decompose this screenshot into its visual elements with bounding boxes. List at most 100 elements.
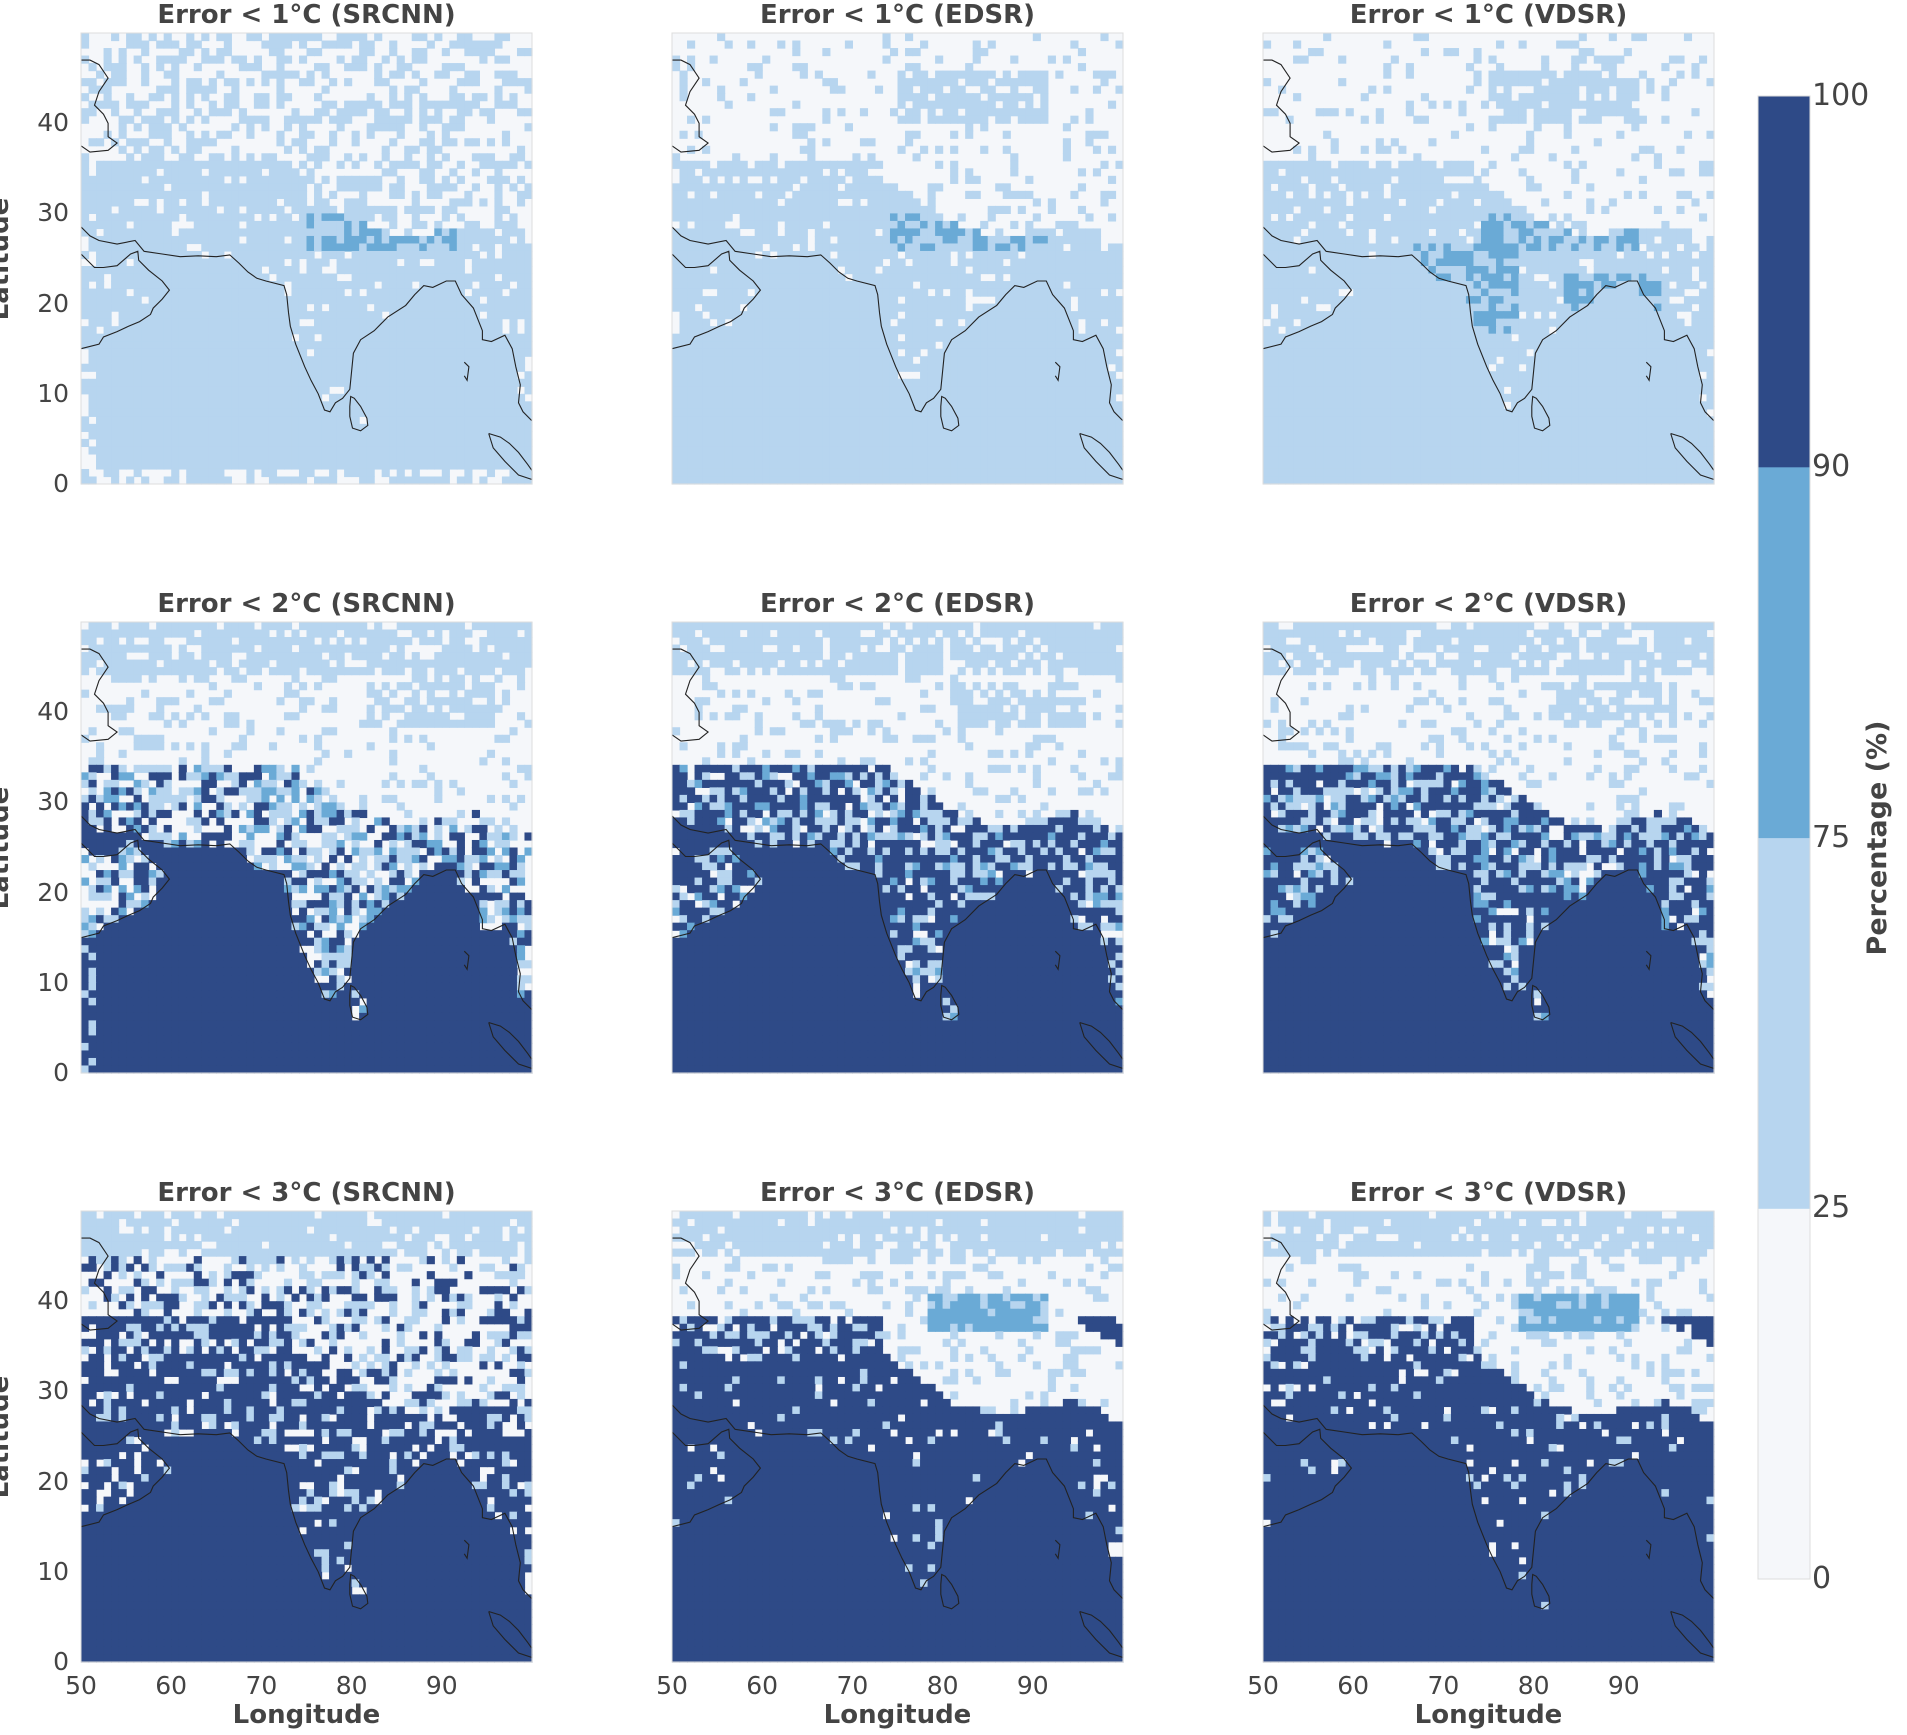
heatmap-cell: [351, 423, 360, 432]
heatmap-cell: [268, 408, 278, 417]
heatmap-cell: [717, 416, 726, 425]
heatmap-cell: [238, 55, 247, 64]
heatmap-cell: [987, 408, 996, 417]
heatmap-cell: [268, 175, 278, 184]
heatmap-cell: [374, 356, 383, 365]
heatmap-cell: [193, 476, 202, 485]
heatmap-cell: [501, 33, 511, 42]
heatmap-cell: [769, 183, 778, 192]
heatmap-cell: [291, 220, 300, 230]
heatmap-cell: [118, 48, 127, 57]
heatmap-cell: [874, 205, 884, 214]
heatmap-cell: [509, 408, 518, 417]
heatmap-cell: [156, 318, 165, 327]
heatmap-cell: [389, 296, 398, 305]
heatmap-cell: [268, 333, 278, 342]
heatmap-cell: [283, 213, 293, 222]
heatmap-cell: [171, 93, 180, 102]
heatmap-cell: [336, 160, 345, 169]
heatmap-cell: [96, 213, 105, 222]
heatmap-cell: [201, 311, 210, 320]
heatmap-cell: [223, 341, 232, 350]
heatmap-cell: [762, 416, 771, 425]
heatmap-cell: [814, 348, 823, 357]
heatmap-cell: [261, 438, 270, 448]
heatmap-cell: [957, 446, 966, 455]
heatmap-cell: [912, 48, 921, 57]
heatmap-cell: [679, 378, 688, 387]
heatmap-cell: [1077, 341, 1087, 350]
heatmap-cell: [739, 386, 748, 395]
heatmap-cell: [762, 235, 771, 245]
heatmap-cell: [246, 348, 255, 357]
heatmap-cell: [374, 318, 383, 327]
heatmap-cell: [96, 183, 105, 192]
heatmap-cell: [687, 115, 696, 124]
heatmap-cell: [694, 258, 703, 267]
heatmap-cell: [456, 333, 465, 342]
heatmap-cell: [1077, 183, 1087, 192]
heatmap-cell: [987, 348, 996, 357]
heatmap-cell: [777, 348, 786, 357]
heatmap-cell: [223, 273, 232, 282]
heatmap-cell: [261, 198, 270, 207]
heatmap-cell: [1002, 393, 1011, 402]
heatmap-cell: [920, 228, 929, 237]
heatmap-cell: [223, 348, 232, 357]
heatmap-cell: [111, 431, 120, 440]
heatmap-cell: [351, 273, 360, 282]
heatmap-cell: [441, 235, 450, 245]
heatmap-cell: [126, 423, 135, 432]
heatmap-cell: [1115, 40, 1124, 49]
heatmap-cell: [96, 311, 105, 320]
heatmap-cell: [1002, 205, 1011, 214]
heatmap-cell: [852, 438, 861, 448]
heatmap-cell: [471, 138, 480, 147]
heatmap-cell: [411, 288, 420, 297]
heatmap-cell: [1077, 356, 1087, 365]
heatmap-cell: [1092, 393, 1102, 402]
heatmap-cell: [920, 258, 929, 267]
heatmap-cell: [186, 258, 195, 267]
heatmap-cell: [216, 160, 225, 169]
heatmap-cell: [111, 386, 120, 395]
heatmap-cell: [920, 70, 929, 79]
heatmap-cell: [792, 228, 801, 237]
heatmap-cell: [329, 78, 338, 87]
heatmap-cell: [253, 160, 262, 169]
heatmap-cell: [762, 213, 771, 222]
heatmap-cell: [784, 243, 793, 252]
heatmap-cell: [216, 288, 225, 297]
heatmap-cell: [434, 333, 443, 342]
heatmap-cell: [261, 100, 270, 109]
heatmap-cell: [329, 408, 338, 417]
heatmap-cell: [867, 243, 876, 252]
heatmap-cell: [321, 461, 330, 470]
heatmap-cell: [426, 40, 435, 49]
heatmap-cell: [441, 296, 450, 305]
heatmap-cell: [724, 198, 733, 207]
heatmap-cell: [1025, 408, 1034, 417]
heatmap-cell: [1085, 416, 1094, 425]
heatmap-cell: [799, 273, 808, 282]
heatmap-cell: [103, 386, 112, 395]
heatmap-cell: [905, 130, 914, 139]
heatmap-cell: [1032, 281, 1041, 290]
heatmap-cell: [709, 416, 718, 425]
heatmap-cell: [216, 183, 225, 192]
heatmap-cell: [732, 311, 741, 320]
heatmap-cell: [329, 303, 338, 312]
heatmap-cell: [524, 183, 533, 192]
heatmap-cell: [754, 348, 763, 357]
heatmap-cell: [965, 123, 974, 132]
heatmap-cell: [261, 281, 270, 290]
heatmap-cell: [897, 78, 906, 87]
heatmap-cell: [449, 416, 458, 425]
heatmap-cell: [81, 326, 90, 335]
heatmap-cell: [494, 438, 503, 448]
heatmap-cell: [389, 416, 398, 425]
heatmap-cell: [171, 296, 180, 305]
heatmap-cell: [464, 70, 473, 79]
heatmap-cell: [1100, 130, 1109, 139]
heatmap-cell: [852, 311, 861, 320]
